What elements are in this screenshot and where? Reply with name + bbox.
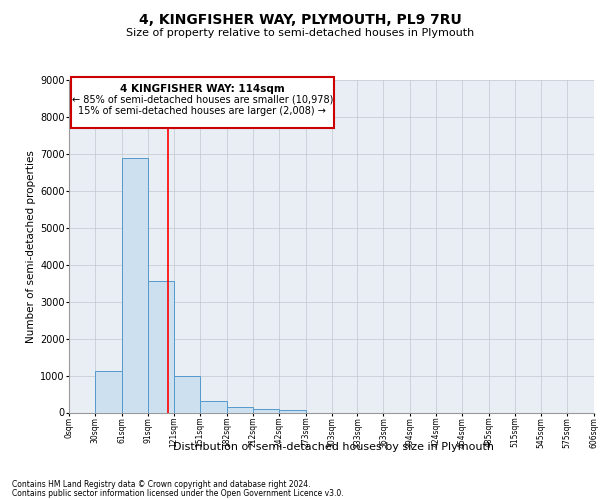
- Bar: [227, 408, 253, 412]
- Bar: [148, 281, 174, 412]
- Bar: [200, 400, 227, 412]
- Y-axis label: Number of semi-detached properties: Number of semi-detached properties: [26, 150, 36, 342]
- Bar: [174, 376, 200, 412]
- Bar: [253, 409, 278, 412]
- Text: 4 KINGFISHER WAY: 114sqm: 4 KINGFISHER WAY: 114sqm: [120, 84, 285, 94]
- Bar: [278, 410, 305, 412]
- Text: Size of property relative to semi-detached houses in Plymouth: Size of property relative to semi-detach…: [126, 28, 474, 38]
- Text: ← 85% of semi-detached houses are smaller (10,978): ← 85% of semi-detached houses are smalle…: [72, 95, 333, 105]
- Text: Contains public sector information licensed under the Open Government Licence v3: Contains public sector information licen…: [12, 490, 344, 498]
- Bar: [95, 371, 122, 412]
- Text: 15% of semi-detached houses are larger (2,008) →: 15% of semi-detached houses are larger (…: [79, 106, 326, 116]
- Bar: [122, 158, 148, 412]
- Text: 4, KINGFISHER WAY, PLYMOUTH, PL9 7RU: 4, KINGFISHER WAY, PLYMOUTH, PL9 7RU: [139, 12, 461, 26]
- Text: Distribution of semi-detached houses by size in Plymouth: Distribution of semi-detached houses by …: [173, 442, 494, 452]
- Text: Contains HM Land Registry data © Crown copyright and database right 2024.: Contains HM Land Registry data © Crown c…: [12, 480, 311, 489]
